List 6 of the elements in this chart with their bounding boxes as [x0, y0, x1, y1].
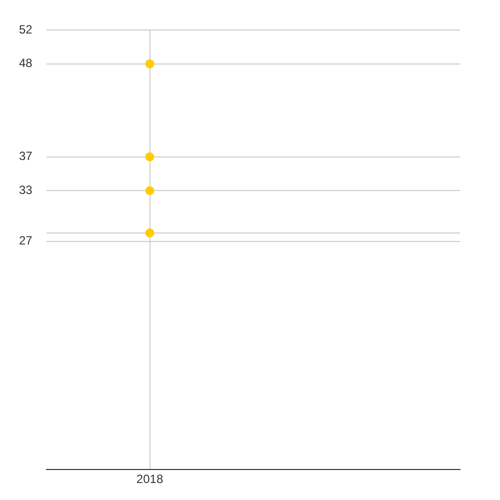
y-tick-label: 48 [18, 56, 33, 70]
y-tick-label: 52 [18, 22, 33, 36]
x-tick-label: 2018 [136, 472, 164, 486]
y-tick-label: 33 [18, 182, 33, 197]
y-tick-label: 27 [18, 234, 33, 248]
y-tick-label: 37 [18, 149, 33, 164]
